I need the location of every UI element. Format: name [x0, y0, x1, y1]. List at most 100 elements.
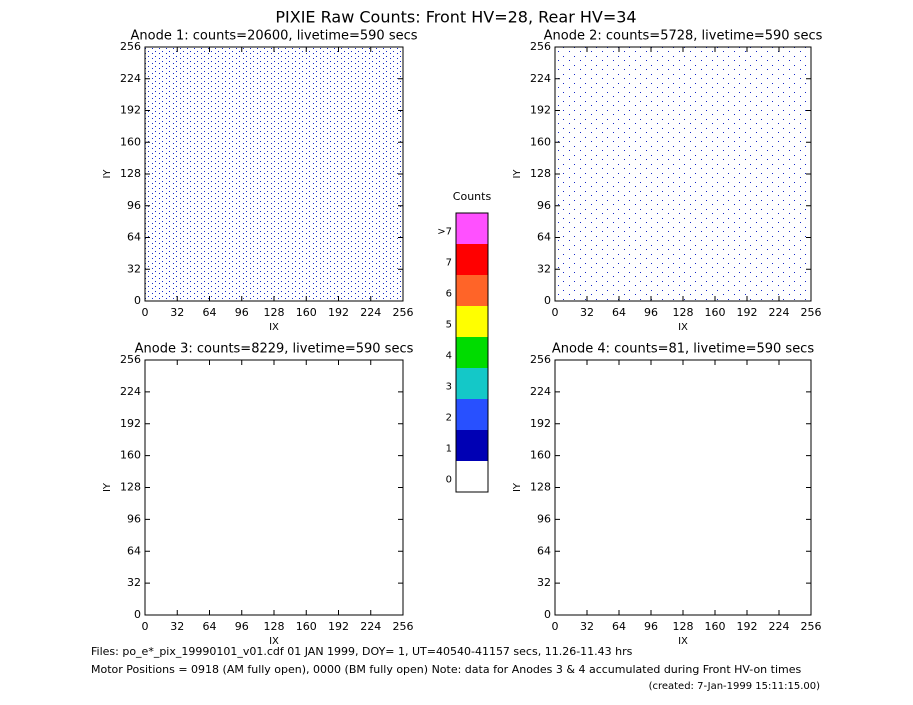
x-tick-label: 256 [801, 306, 822, 319]
y-tick-label: 32 [127, 262, 141, 275]
x-tick-label: 256 [393, 620, 414, 633]
x-tick-label: 160 [296, 620, 317, 633]
x-axis-label: IX [678, 636, 688, 647]
x-tick-label: 64 [203, 306, 217, 319]
y-tick-label: 256 [530, 40, 551, 53]
x-tick-label: 96 [235, 306, 249, 319]
y-tick-label: 160 [120, 135, 141, 148]
y-tick-label: 192 [120, 417, 141, 430]
y-axis-label: IY [102, 169, 113, 179]
colorbar-swatch [456, 430, 488, 461]
colorbar-swatch [456, 399, 488, 430]
x-tick-label: 0 [142, 620, 149, 633]
y-tick-label: 128 [530, 481, 551, 494]
y-tick-label: 0 [544, 608, 551, 621]
y-tick-label: 256 [120, 40, 141, 53]
y-tick-label: 192 [530, 104, 551, 117]
y-axis-label: IY [512, 482, 523, 492]
x-tick-label: 192 [737, 620, 758, 633]
y-tick-label: 224 [120, 385, 141, 398]
colorbar-label: 0 [446, 475, 452, 486]
y-tick-label: 64 [127, 231, 141, 244]
y-tick-label: 128 [120, 481, 141, 494]
y-tick-label: 160 [530, 135, 551, 148]
x-tick-label: 160 [705, 620, 726, 633]
colorbar-label: >7 [437, 227, 452, 238]
footer-files: Files: po_e*_pix_19990101_v01.cdf 01 JAN… [91, 645, 633, 658]
x-tick-label: 64 [612, 306, 626, 319]
y-tick-label: 96 [127, 199, 141, 212]
panel-title: Anode 3: counts=8229, livetime=590 secs [135, 342, 414, 357]
x-tick-label: 160 [705, 306, 726, 319]
y-tick-label: 32 [537, 262, 551, 275]
x-tick-label: 0 [552, 306, 559, 319]
colorbar-swatch [456, 213, 488, 244]
y-tick-label: 32 [127, 576, 141, 589]
x-tick-label: 96 [644, 620, 658, 633]
colorbar-label: 4 [446, 351, 452, 362]
x-tick-label: 224 [360, 306, 381, 319]
y-tick-label: 96 [537, 512, 551, 525]
y-tick-label: 0 [544, 294, 551, 307]
count-texture [555, 47, 811, 301]
x-tick-label: 192 [737, 306, 758, 319]
x-tick-label: 224 [769, 620, 790, 633]
x-axis-label: IX [269, 636, 279, 647]
x-axis-label: IX [678, 322, 688, 333]
colorbar-title: Counts [453, 190, 492, 203]
y-tick-label: 160 [530, 449, 551, 462]
x-tick-label: 32 [170, 620, 184, 633]
y-tick-label: 64 [537, 544, 551, 557]
colorbar-frame [455, 212, 489, 493]
x-tick-label: 192 [328, 306, 349, 319]
y-tick-label: 256 [530, 353, 551, 366]
x-tick-label: 64 [203, 620, 217, 633]
plot-frame [144, 359, 404, 616]
plot-frame [554, 359, 812, 616]
colorbar-label: 1 [446, 444, 452, 455]
x-tick-label: 0 [552, 620, 559, 633]
y-tick-label: 192 [530, 417, 551, 430]
y-tick-label: 0 [134, 294, 141, 307]
colorbar-label: 7 [446, 258, 452, 269]
x-tick-label: 64 [612, 620, 626, 633]
colorbar-swatch [456, 275, 488, 306]
x-tick-label: 128 [673, 620, 694, 633]
y-tick-label: 64 [537, 231, 551, 244]
y-axis-label: IY [512, 169, 523, 179]
x-tick-label: 128 [264, 620, 285, 633]
x-tick-label: 96 [235, 620, 249, 633]
colorbar-swatch [456, 368, 488, 399]
y-tick-label: 64 [127, 544, 141, 557]
x-tick-label: 32 [580, 620, 594, 633]
colorbar-label: 3 [446, 382, 452, 393]
y-tick-label: 128 [530, 167, 551, 180]
footer-created: (created: 7-Jan-1999 15:11:15.00) [649, 681, 821, 692]
y-tick-label: 128 [120, 167, 141, 180]
y-tick-label: 96 [537, 199, 551, 212]
count-texture [145, 47, 403, 301]
colorbar-label: 2 [446, 413, 452, 424]
x-tick-label: 224 [360, 620, 381, 633]
colorbar-swatch [456, 306, 488, 337]
y-axis-label: IY [102, 482, 113, 492]
y-tick-label: 224 [530, 72, 551, 85]
panel-title: Anode 1: counts=20600, livetime=590 secs [130, 29, 417, 44]
colorbar-label: 6 [446, 289, 452, 300]
footer-motor: Motor Positions = 0918 (AM fully open), … [91, 663, 801, 676]
y-tick-label: 32 [537, 576, 551, 589]
panel-title: Anode 2: counts=5728, livetime=590 secs [544, 29, 823, 44]
x-tick-label: 160 [296, 306, 317, 319]
colorbar-swatch [456, 244, 488, 275]
y-tick-label: 192 [120, 104, 141, 117]
y-tick-label: 160 [120, 449, 141, 462]
x-tick-label: 32 [170, 306, 184, 319]
y-tick-label: 224 [120, 72, 141, 85]
x-tick-label: 128 [264, 306, 285, 319]
y-tick-label: 256 [120, 353, 141, 366]
x-tick-label: 256 [393, 306, 414, 319]
x-tick-label: 96 [644, 306, 658, 319]
panel-title: Anode 4: counts=81, livetime=590 secs [552, 342, 814, 357]
x-tick-label: 0 [142, 306, 149, 319]
